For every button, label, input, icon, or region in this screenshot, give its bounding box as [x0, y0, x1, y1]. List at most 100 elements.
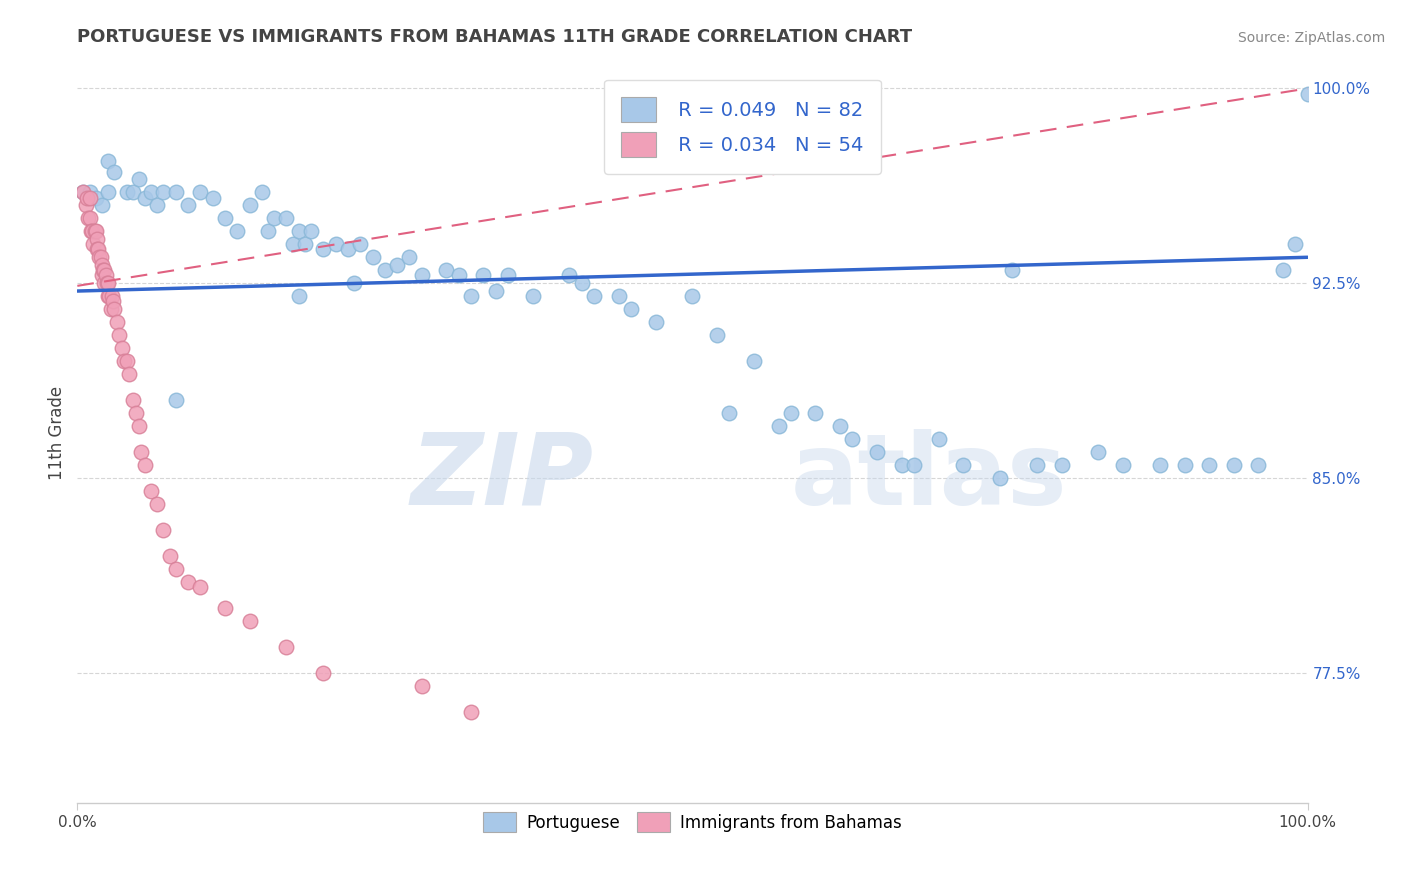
Point	[98, 289, 121, 303]
Point	[177, 198, 200, 212]
Point	[90, 268, 114, 283]
Point	[706, 328, 728, 343]
Point	[1174, 458, 1197, 472]
Point	[79, 186, 101, 200]
Point	[97, 186, 120, 200]
Point	[83, 224, 105, 238]
Point	[558, 268, 581, 283]
Point	[93, 277, 115, 291]
Point	[288, 224, 311, 238]
Point	[411, 268, 433, 283]
Point	[103, 302, 125, 317]
Point	[201, 190, 224, 204]
Point	[1087, 445, 1109, 459]
Point	[1296, 87, 1319, 101]
Point	[152, 186, 174, 200]
Point	[1050, 458, 1073, 472]
Point	[134, 458, 156, 472]
Point	[263, 211, 285, 226]
Point	[988, 471, 1011, 485]
Point	[97, 154, 120, 169]
Point	[583, 289, 606, 303]
Point	[82, 224, 104, 238]
Point	[76, 190, 98, 204]
Point	[108, 328, 131, 343]
Point	[1149, 458, 1171, 472]
Point	[97, 289, 120, 303]
Point	[84, 190, 107, 204]
Point	[121, 393, 143, 408]
Point	[496, 268, 519, 283]
Point	[93, 263, 115, 277]
Point	[385, 258, 409, 272]
Point	[128, 419, 150, 434]
Point	[1272, 263, 1295, 277]
Point	[276, 211, 298, 226]
Point	[830, 419, 852, 434]
Point	[1247, 458, 1270, 472]
Point	[146, 198, 169, 212]
Point	[682, 289, 704, 303]
Point	[718, 406, 741, 420]
Point	[141, 484, 163, 499]
Point	[214, 211, 236, 226]
Point	[75, 198, 97, 212]
Point	[239, 198, 262, 212]
Point	[129, 445, 153, 459]
Point	[343, 277, 366, 291]
Point	[112, 354, 135, 368]
Text: atlas: atlas	[792, 428, 1067, 525]
Point	[768, 419, 790, 434]
Point	[101, 294, 124, 309]
Point	[288, 289, 311, 303]
Point	[96, 277, 118, 291]
Point	[349, 237, 371, 252]
Point	[903, 458, 925, 472]
Point	[337, 243, 360, 257]
Point	[447, 268, 470, 283]
Point	[866, 445, 889, 459]
Point	[522, 289, 544, 303]
Point	[77, 211, 100, 226]
Point	[312, 243, 335, 257]
Point	[620, 302, 643, 317]
Point	[111, 341, 132, 355]
Point	[79, 190, 101, 204]
Point	[804, 406, 827, 420]
Point	[644, 315, 666, 329]
Point	[374, 263, 396, 277]
Point	[91, 263, 114, 277]
Point	[239, 614, 262, 628]
Point	[115, 186, 138, 200]
Point	[1001, 263, 1024, 277]
Point	[325, 237, 347, 252]
Point	[89, 250, 111, 264]
Point	[460, 289, 482, 303]
Point	[152, 523, 174, 537]
Point	[86, 232, 108, 246]
Point	[115, 354, 138, 368]
Point	[100, 302, 122, 317]
Point	[141, 186, 163, 200]
Point	[103, 164, 125, 178]
Point	[1223, 458, 1246, 472]
Point	[607, 289, 630, 303]
Point	[82, 237, 104, 252]
Point	[1284, 237, 1306, 252]
Point	[890, 458, 912, 472]
Point	[165, 186, 187, 200]
Point	[128, 172, 150, 186]
Point	[94, 268, 117, 283]
Point	[294, 237, 316, 252]
Point	[411, 679, 433, 693]
Point	[134, 190, 156, 204]
Point	[87, 243, 110, 257]
Point	[72, 186, 94, 200]
Point	[952, 458, 974, 472]
Point	[257, 224, 280, 238]
Point	[97, 277, 120, 291]
Legend: Portuguese, Immigrants from Bahamas: Portuguese, Immigrants from Bahamas	[477, 805, 908, 838]
Point	[928, 432, 950, 446]
Point	[188, 580, 212, 594]
Point	[118, 367, 141, 381]
